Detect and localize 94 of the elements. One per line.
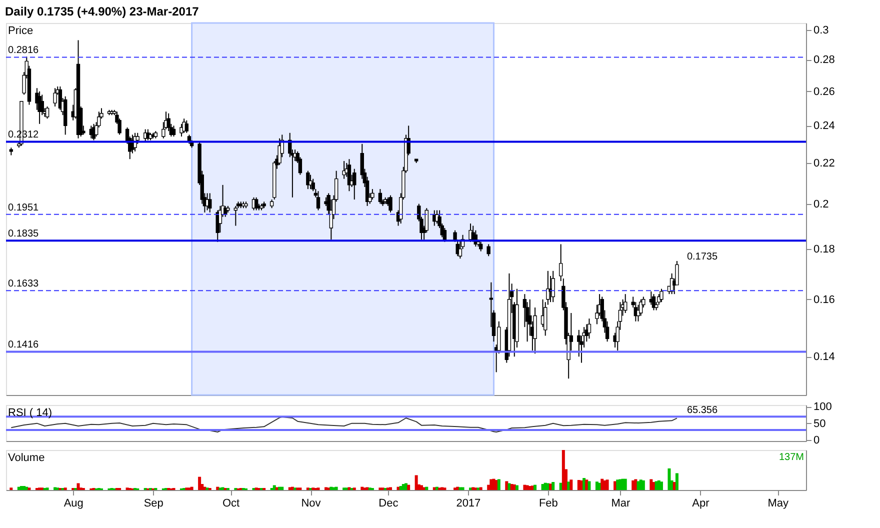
bar: [203, 486, 206, 490]
bar: [624, 478, 627, 490]
bar: [76, 483, 80, 490]
y-tick-label: 0.16: [814, 294, 835, 306]
chart-title: Volume: [8, 452, 45, 464]
bar: [492, 478, 496, 490]
x-tick-label: Apr: [692, 498, 710, 510]
bar: [407, 484, 410, 490]
candlestick: [486, 244, 490, 257]
y-tick-label: 0.26: [814, 86, 835, 98]
candlestick: [378, 188, 382, 204]
y-tick-label: 0.3: [814, 24, 829, 37]
bar: [389, 487, 392, 490]
bar: [660, 482, 663, 490]
bar: [479, 487, 482, 490]
candlestick: [172, 125, 176, 138]
bar: [642, 480, 645, 490]
bar: [515, 485, 518, 490]
annotation: 0.1735: [686, 252, 718, 263]
x-tick-label: Dec: [378, 498, 399, 510]
bar: [497, 479, 500, 490]
y-tick-label: 0: [814, 434, 820, 446]
bar: [606, 480, 609, 490]
y-tick-label: 0.2: [814, 198, 829, 210]
bar: [54, 487, 57, 490]
bar: [570, 480, 573, 490]
ref-line-label: 0.1835: [8, 228, 40, 240]
candlestick: [458, 239, 462, 260]
ref-line-label: 0.2816: [8, 45, 40, 56]
bar: [420, 485, 423, 490]
bar: [458, 487, 462, 490]
candlestick: [306, 170, 310, 190]
candlestick: [278, 138, 282, 166]
x-tick-label: Mar: [611, 498, 630, 510]
candlestick: [38, 90, 42, 124]
ref-line-label: 0.1951: [8, 202, 40, 214]
bar: [652, 482, 656, 490]
bar: [552, 482, 555, 490]
bar: [348, 487, 351, 490]
bar: [440, 487, 444, 490]
bar: [404, 483, 408, 490]
bar: [190, 486, 194, 490]
y-axis-title: Price: [8, 25, 34, 37]
candlestick: [471, 225, 475, 242]
bar: [508, 483, 511, 490]
ref-line-label: 0.1416: [8, 340, 40, 351]
bar: [272, 485, 276, 490]
x-tick-label: Feb: [538, 498, 558, 510]
x-tick-label: Nov: [301, 498, 322, 510]
ref-line-label: 0.1633: [8, 278, 40, 290]
bar: [534, 484, 537, 490]
candlestick: [478, 241, 483, 252]
bar: [668, 468, 671, 490]
y-tick-label: 0.28: [814, 54, 835, 66]
x-tick-label: Aug: [64, 498, 84, 510]
bar: [523, 484, 526, 490]
y-tick-label: 100: [814, 401, 832, 414]
candlestick: [660, 288, 664, 303]
bar: [425, 486, 428, 490]
bar: [414, 475, 418, 490]
bar: [588, 481, 591, 490]
bar: [334, 486, 338, 490]
line-series: [10, 416, 678, 432]
chart-title: RSI ( 14): [8, 407, 52, 419]
candlestick: [316, 190, 320, 211]
candlestick: [388, 194, 392, 213]
annotation: 137M: [778, 452, 804, 463]
x-tick-label: 2017: [456, 498, 481, 510]
annotation: 65.356: [686, 405, 718, 416]
y-tick-label: 0.22: [814, 157, 835, 170]
y-tick-label: 0.18: [814, 243, 835, 256]
bar: [221, 487, 224, 490]
bar: [324, 487, 328, 490]
chart-title: Daily 0.1735 (+4.90%) 23-Mar-2017: [5, 4, 200, 18]
bar: [198, 476, 202, 490]
candlestick: [442, 228, 447, 242]
x-tick-label: Sep: [144, 498, 164, 510]
bar: [675, 473, 678, 490]
bar: [280, 486, 284, 490]
candlestick: [184, 120, 188, 134]
bar: [634, 479, 638, 490]
bar: [332, 487, 336, 490]
bar: [562, 450, 565, 490]
candlestick: [208, 192, 212, 213]
y-tick-label: 0.24: [814, 120, 835, 132]
x-tick-label: Oct: [222, 498, 240, 510]
x-tick-label: May: [768, 498, 790, 510]
bar: [461, 487, 464, 490]
candlestick: [587, 318, 592, 340]
candlestick: [308, 174, 312, 190]
bar: [366, 487, 369, 490]
bar: [472, 487, 475, 490]
y-tick-label: 0.14: [814, 351, 835, 364]
y-tick-label: 50: [814, 418, 826, 430]
